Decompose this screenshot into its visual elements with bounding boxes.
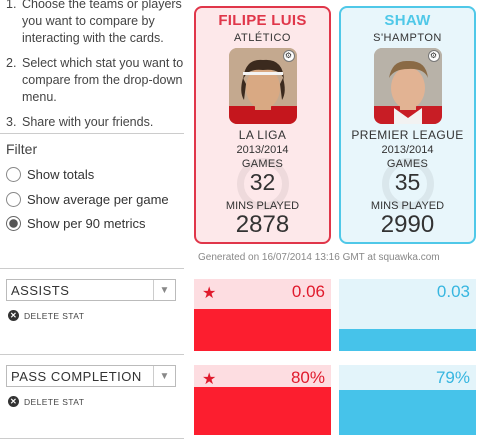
generated-note: Generated on 16/07/2014 13:16 GMT at squ… (198, 252, 440, 263)
ring-decoration (236, 158, 289, 210)
stat-bar-fill (194, 309, 331, 351)
stat-value: 79% (435, 368, 470, 387)
radio-checked-icon[interactable] (6, 216, 21, 231)
games-block: GAMES 32 (196, 158, 329, 210)
mins-value: 2990 (380, 211, 435, 238)
season: 2013/2014 (236, 144, 289, 156)
stat-bar-player1: ★ 0.06 (194, 279, 331, 351)
games-label: GAMES (241, 158, 284, 170)
stat-bar-fill (194, 387, 331, 435)
delete-stat-button[interactable]: ✕ DELETE STAT (8, 396, 85, 407)
games-value: 35 (394, 169, 421, 195)
games-label: GAMES (386, 158, 429, 170)
radio-icon[interactable] (6, 167, 21, 182)
club-name: ATLÉTICO (234, 32, 291, 44)
stat-bar-fill (339, 329, 476, 351)
player-photo: ⚙ (373, 48, 442, 124)
club-badge-icon: ⚙ (427, 50, 440, 62)
winner-star-icon: ★ (202, 371, 217, 388)
club-name: S'HAMPTON (373, 32, 442, 44)
club-badge-icon: ⚙ (282, 50, 295, 62)
stat-bar-fill (339, 389, 476, 435)
filter-title: Filter (6, 141, 38, 157)
chevron-down-icon[interactable]: ▼ (153, 366, 175, 386)
stat-select-assists[interactable]: ASSISTS ▼ (6, 279, 176, 301)
winner-star-icon: ★ (202, 285, 217, 302)
stat-value: 0.03 (436, 282, 470, 301)
ring-decoration (381, 158, 434, 210)
divider (0, 354, 184, 355)
close-icon[interactable]: ✕ (8, 396, 19, 407)
instruction-item: 1. Choose the teams or players you want … (6, 0, 182, 45)
close-icon[interactable]: ✕ (8, 310, 19, 321)
divider (0, 133, 184, 134)
stat-value: 0.06 (291, 282, 325, 301)
stat-bar-player1: ★ 80% (194, 365, 331, 435)
mins-value: 2878 (235, 211, 290, 238)
instruction-item: 3. Share with your friends. (6, 115, 154, 129)
player-card-2[interactable]: SHAW S'HAMPTON ⚙ PREMIER LEAGUE 2013/201… (339, 6, 476, 244)
divider (0, 268, 184, 269)
player-photo: ⚙ (228, 48, 297, 124)
chevron-down-icon[interactable]: ▼ (153, 280, 175, 300)
radio-icon[interactable] (6, 192, 21, 207)
player-name: SHAW (384, 12, 431, 29)
filter-option-average[interactable]: Show average per game (6, 192, 169, 207)
league-name: LA LIGA (238, 128, 287, 142)
stat-bar-player2: 0.03 (339, 279, 476, 351)
filter-option-per90[interactable]: Show per 90 metrics (6, 216, 146, 231)
instructions: 1. Choose the teams or players you want … (6, 0, 188, 139)
season: 2013/2014 (381, 144, 434, 156)
stat-select-pass-completion[interactable]: PASS COMPLETION ▼ (6, 365, 176, 387)
player-name: FILIPE LUIS (218, 12, 307, 29)
games-block: GAMES 35 (341, 158, 474, 210)
stat-bar-player2: 79% (339, 365, 476, 435)
instruction-item: 2. Select which stat you want to compare… (6, 56, 184, 104)
stat-value: 80% (290, 368, 325, 387)
player-card-1[interactable]: FILIPE LUIS ATLÉTICO ⚙ LA LIGA 2013/2014… (194, 6, 331, 244)
games-value: 32 (249, 169, 276, 195)
filter-option-totals[interactable]: Show totals (6, 167, 94, 182)
league-name: PREMIER LEAGUE (351, 128, 464, 142)
delete-stat-button[interactable]: ✕ DELETE STAT (8, 310, 85, 321)
divider (0, 438, 184, 439)
